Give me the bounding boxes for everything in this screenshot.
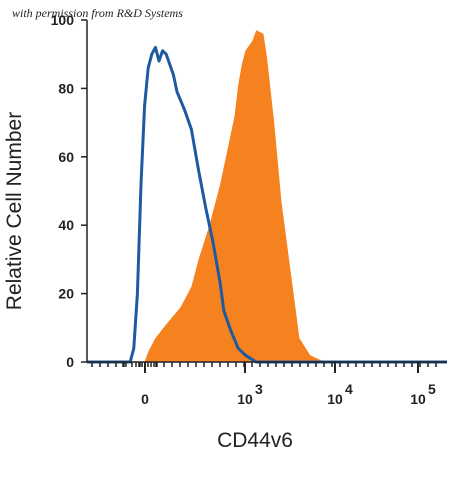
y-tick-label: 80 xyxy=(58,80,74,96)
x-tick-exponent: 5 xyxy=(428,381,436,397)
histogram-filled-series xyxy=(144,30,325,363)
y-tick-label: 100 xyxy=(51,12,75,28)
y-axis-title: Relative Cell Number xyxy=(3,112,26,310)
x-tick-label: 0 xyxy=(141,391,149,407)
histogram-outline-series xyxy=(87,45,447,364)
y-tick-label: 0 xyxy=(66,354,74,370)
x-tick-exponent: 4 xyxy=(345,381,353,397)
x-axis-title: CD44v6 xyxy=(217,429,293,452)
y-tick-label: 40 xyxy=(58,217,74,233)
x-tick-label: 10 xyxy=(237,391,253,407)
x-tick-label: 10 xyxy=(410,391,426,407)
permission-watermark: with permission from R&D Systems xyxy=(12,6,183,20)
x-tick-exponent: 3 xyxy=(255,381,263,397)
y-tick-label: 60 xyxy=(58,149,74,165)
x-tick-label: 10 xyxy=(327,391,343,407)
y-axis-ticks: 0 20 40 60 80 100 xyxy=(51,12,87,370)
y-tick-label: 20 xyxy=(58,286,74,302)
